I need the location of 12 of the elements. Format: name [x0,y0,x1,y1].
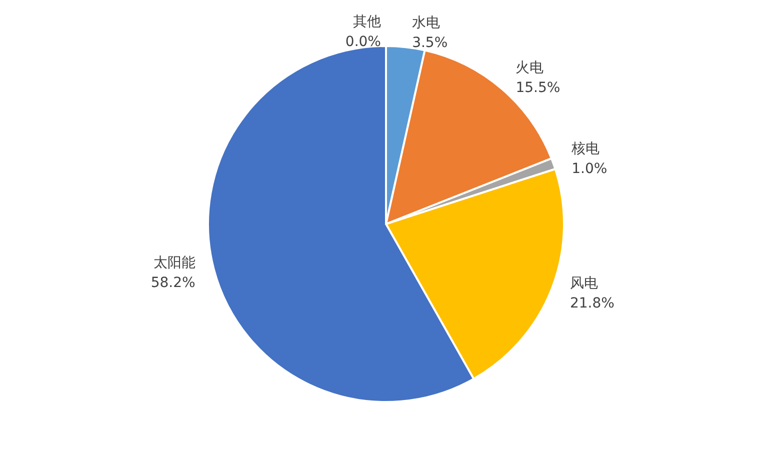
data-label: 1.0% [572,160,608,177]
data-label: 21.8% [570,296,614,312]
slice-label: 水电 [412,15,440,32]
slice-label: 风电 [570,276,598,292]
data-label: 15.5% [516,80,560,96]
slice-label: 火电 [516,60,544,76]
slice-label: 核电 [570,140,600,157]
slice-label: 太阳能 [153,254,196,271]
data-label: 3.5% [412,35,448,52]
text: 0.0% [345,34,381,50]
data-label: 58.2% [150,274,196,291]
category-label: 其他 [353,14,381,30]
